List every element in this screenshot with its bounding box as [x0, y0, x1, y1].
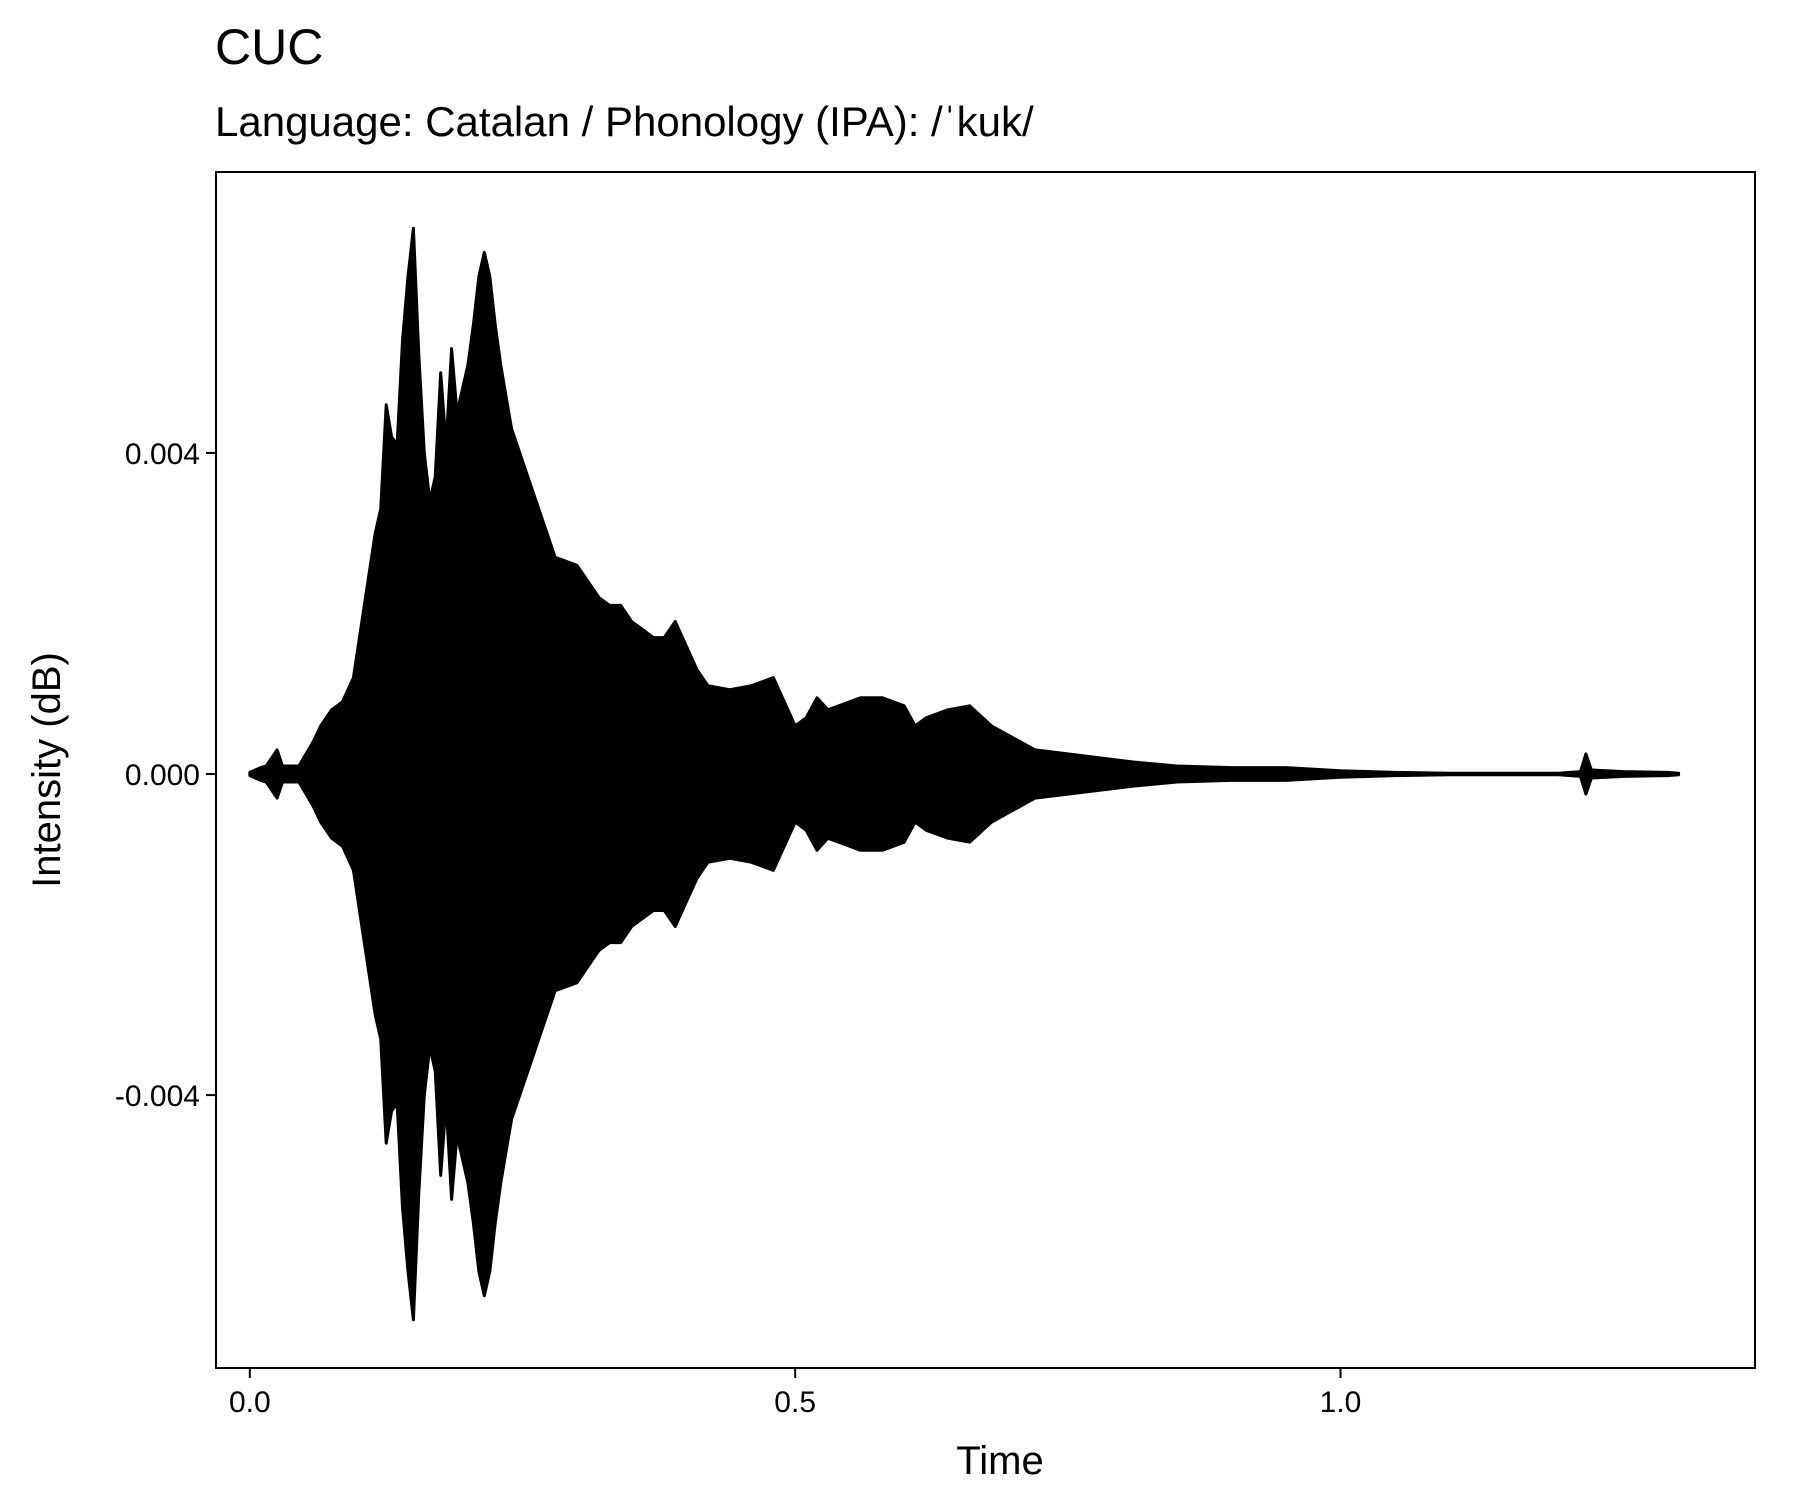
y-tick-label: 0.004 — [125, 438, 200, 471]
y-tick-label: -0.004 — [115, 1080, 200, 1113]
y-axis-label: Intensity (dB) — [25, 652, 69, 888]
y-axis-ticks: -0.004 0.000 0.004 — [115, 438, 216, 1113]
x-tick-label: 1.0 — [1320, 1386, 1362, 1419]
chart-subtitle: Language: Catalan / Phonology (IPA): /ˈk… — [215, 98, 1034, 145]
y-tick-label: 0.000 — [125, 759, 200, 792]
plot-panel — [215, 171, 1756, 1369]
x-axis-ticks: 0.0 0.5 1.0 — [229, 1368, 1361, 1419]
x-tick-label: 0.5 — [774, 1386, 816, 1419]
chart-title: CUC — [215, 19, 323, 75]
x-axis-label: Time — [956, 1439, 1043, 1483]
x-tick-label: 0.0 — [229, 1386, 271, 1419]
waveform-series — [248, 226, 1681, 1322]
